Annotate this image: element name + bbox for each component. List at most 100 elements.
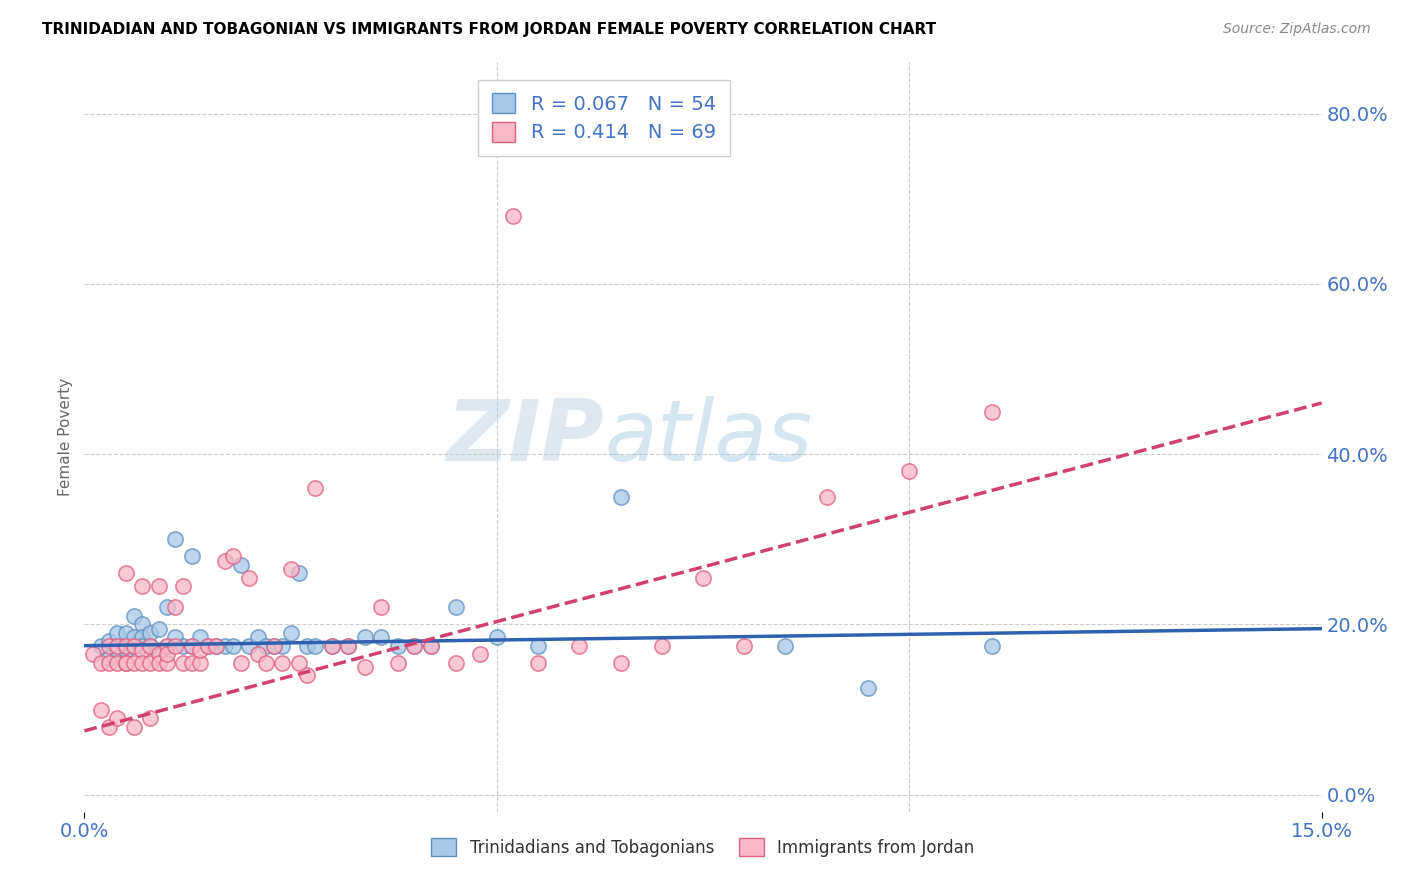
Point	[387, 656, 409, 670]
Point	[98, 651, 121, 665]
Point	[131, 656, 153, 670]
Point	[222, 549, 245, 564]
Point	[139, 656, 162, 670]
Point	[165, 630, 187, 644]
Point	[148, 647, 170, 661]
Point	[444, 600, 467, 615]
Point	[263, 639, 285, 653]
Point	[980, 639, 1002, 653]
Point	[148, 579, 170, 593]
Text: atlas: atlas	[605, 395, 813, 479]
Point	[105, 656, 128, 670]
Point	[280, 626, 302, 640]
Point	[295, 668, 318, 682]
Point	[131, 617, 153, 632]
Point	[105, 639, 128, 653]
Point	[568, 639, 591, 653]
Point	[321, 639, 343, 653]
Point	[651, 639, 673, 653]
Point	[295, 639, 318, 653]
Text: TRINIDADIAN AND TOBAGONIAN VS IMMIGRANTS FROM JORDAN FEMALE POVERTY CORRELATION : TRINIDADIAN AND TOBAGONIAN VS IMMIGRANTS…	[42, 22, 936, 37]
Point	[148, 643, 170, 657]
Point	[246, 630, 269, 644]
Point	[238, 639, 260, 653]
Point	[172, 639, 194, 653]
Point	[254, 656, 277, 670]
Point	[156, 639, 179, 653]
Point	[444, 656, 467, 670]
Point	[229, 656, 252, 670]
Point	[165, 639, 187, 653]
Point	[131, 630, 153, 644]
Point	[122, 639, 145, 653]
Point	[105, 626, 128, 640]
Point	[114, 639, 136, 653]
Point	[165, 533, 187, 547]
Point	[165, 600, 187, 615]
Point	[692, 571, 714, 585]
Point	[337, 639, 360, 653]
Point	[131, 579, 153, 593]
Point	[122, 639, 145, 653]
Point	[898, 464, 921, 478]
Point	[370, 600, 392, 615]
Point	[105, 711, 128, 725]
Point	[156, 600, 179, 615]
Point	[321, 639, 343, 653]
Point	[156, 656, 179, 670]
Point	[815, 490, 838, 504]
Point	[485, 630, 508, 644]
Point	[197, 639, 219, 653]
Point	[337, 639, 360, 653]
Point	[98, 639, 121, 653]
Point	[353, 660, 375, 674]
Point	[148, 656, 170, 670]
Point	[775, 639, 797, 653]
Point	[90, 656, 112, 670]
Point	[180, 639, 202, 653]
Point	[733, 639, 755, 653]
Point	[139, 639, 162, 653]
Point	[139, 639, 162, 653]
Point	[172, 579, 194, 593]
Point	[856, 681, 879, 696]
Point	[271, 656, 294, 670]
Point	[470, 647, 492, 661]
Point	[90, 639, 112, 653]
Point	[404, 639, 426, 653]
Point	[387, 639, 409, 653]
Point	[114, 626, 136, 640]
Point	[280, 562, 302, 576]
Point	[114, 656, 136, 670]
Point	[122, 630, 145, 644]
Point	[114, 643, 136, 657]
Point	[105, 643, 128, 657]
Point	[188, 643, 211, 657]
Point	[131, 639, 153, 653]
Point	[288, 566, 311, 581]
Point	[156, 647, 179, 661]
Point	[114, 656, 136, 670]
Point	[98, 634, 121, 648]
Point	[404, 639, 426, 653]
Point	[238, 571, 260, 585]
Point	[180, 639, 202, 653]
Point	[370, 630, 392, 644]
Point	[148, 622, 170, 636]
Point	[90, 702, 112, 716]
Point	[122, 656, 145, 670]
Point	[156, 639, 179, 653]
Text: ZIP: ZIP	[446, 395, 605, 479]
Point	[114, 639, 136, 653]
Point	[304, 639, 326, 653]
Point	[229, 558, 252, 572]
Point	[180, 549, 202, 564]
Point	[214, 553, 236, 567]
Point	[82, 647, 104, 661]
Point	[180, 656, 202, 670]
Point	[254, 639, 277, 653]
Point	[980, 404, 1002, 418]
Point	[419, 639, 441, 653]
Legend: Trinidadians and Tobagonians, Immigrants from Jordan: Trinidadians and Tobagonians, Immigrants…	[425, 832, 981, 863]
Point	[527, 656, 550, 670]
